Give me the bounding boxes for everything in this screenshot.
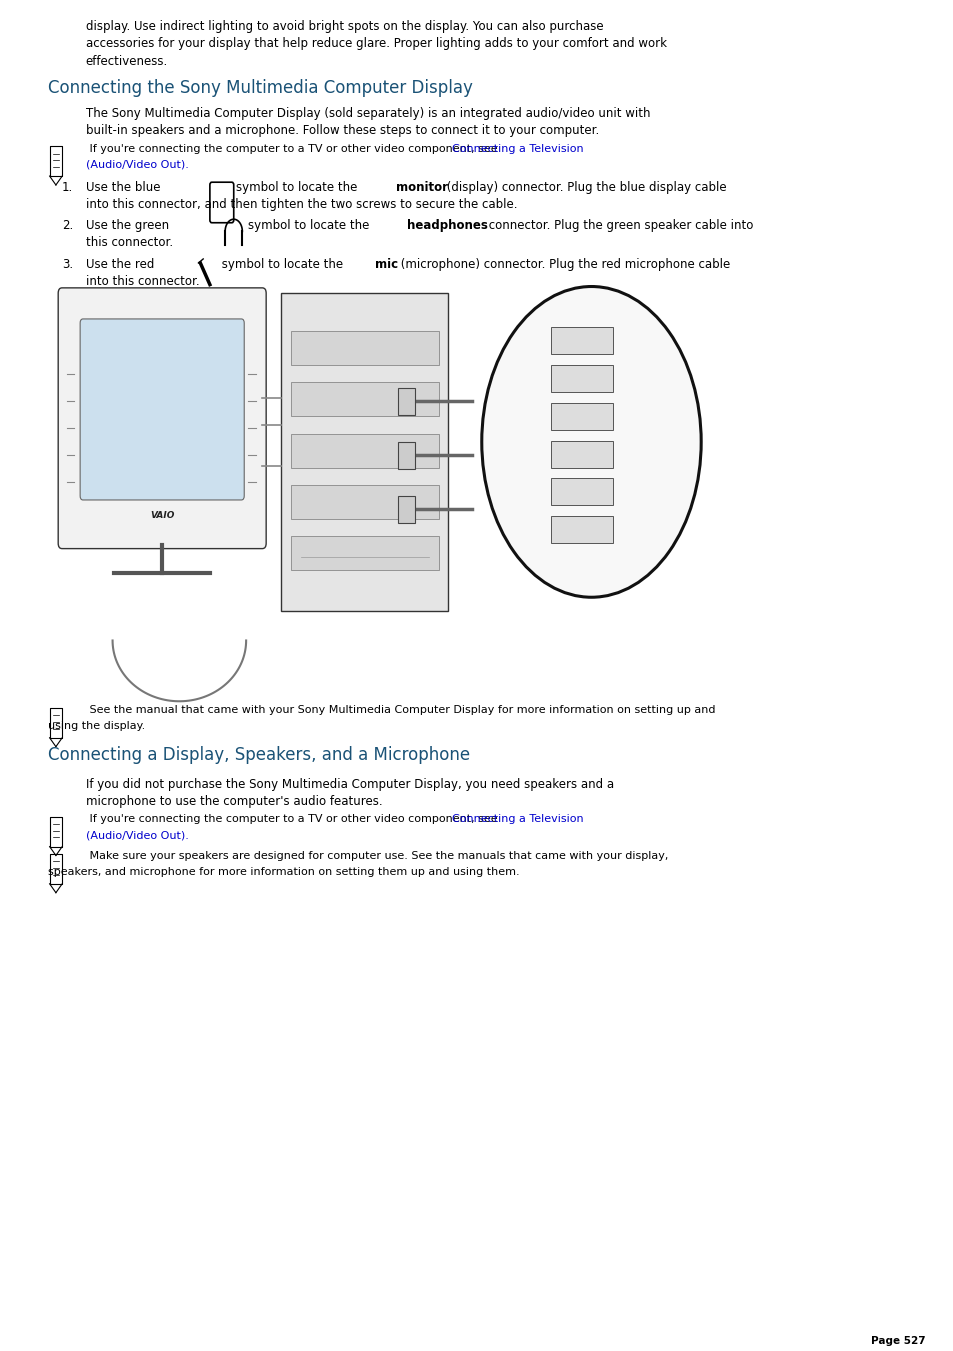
Text: Page 527: Page 527: [870, 1336, 924, 1346]
Bar: [291, 331, 438, 365]
Bar: [551, 516, 612, 543]
Text: Use the blue: Use the blue: [86, 181, 164, 193]
Text: using the display.: using the display.: [48, 721, 145, 731]
Text: Connecting a Television: Connecting a Television: [452, 815, 583, 824]
Text: If you did not purchase the Sony Multimedia Computer Display, you need speakers : If you did not purchase the Sony Multime…: [86, 778, 614, 790]
Bar: [551, 478, 612, 505]
Text: monitor: monitor: [395, 181, 448, 193]
Text: 1.: 1.: [62, 181, 73, 193]
Text: connector. Plug the green speaker cable into: connector. Plug the green speaker cable …: [484, 219, 752, 232]
Text: If you're connecting the computer to a TV or other video component, see: If you're connecting the computer to a T…: [86, 815, 500, 824]
Bar: [397, 442, 415, 469]
Text: The Sony Multimedia Computer Display (sold separately) is an integrated audio/vi: The Sony Multimedia Computer Display (so…: [86, 107, 650, 120]
Text: (display) connector. Plug the blue display cable: (display) connector. Plug the blue displ…: [442, 181, 725, 193]
Bar: [291, 485, 438, 519]
Text: Connecting a Television: Connecting a Television: [452, 143, 583, 154]
Bar: [291, 434, 438, 467]
Text: Make sure your speakers are designed for computer use. See the manuals that came: Make sure your speakers are designed for…: [86, 851, 667, 862]
Bar: [291, 382, 438, 416]
FancyBboxPatch shape: [58, 288, 266, 549]
Text: speakers, and microphone for more information on setting them up and using them.: speakers, and microphone for more inform…: [48, 867, 518, 878]
Circle shape: [481, 286, 700, 597]
Text: (Audio/Video Out).: (Audio/Video Out).: [86, 831, 189, 840]
Text: 2.: 2.: [62, 219, 73, 232]
Text: display. Use indirect lighting to avoid bright spots on the display. You can als: display. Use indirect lighting to avoid …: [86, 20, 603, 34]
Text: If you're connecting the computer to a TV or other video component, see: If you're connecting the computer to a T…: [86, 143, 500, 154]
Text: Use the green: Use the green: [86, 219, 172, 232]
Text: accessories for your display that help reduce glare. Proper lighting adds to you: accessories for your display that help r…: [86, 38, 666, 50]
Bar: [551, 440, 612, 467]
Bar: [397, 496, 415, 523]
Text: mic: mic: [375, 258, 397, 270]
Bar: [551, 327, 612, 354]
Text: into this connector.: into this connector.: [86, 274, 199, 288]
Text: symbol to locate the: symbol to locate the: [248, 219, 373, 232]
Text: (microphone) connector. Plug the red microphone cable: (microphone) connector. Plug the red mic…: [396, 258, 729, 270]
Bar: [551, 403, 612, 430]
Text: VAIO: VAIO: [150, 511, 174, 520]
Text: See the manual that came with your Sony Multimedia Computer Display for more inf: See the manual that came with your Sony …: [86, 705, 715, 715]
Text: symbol to locate the: symbol to locate the: [235, 181, 360, 193]
Bar: [291, 536, 438, 570]
Text: into this connector, and then tighten the two screws to secure the cable.: into this connector, and then tighten th…: [86, 199, 517, 211]
Text: microphone to use the computer's audio features.: microphone to use the computer's audio f…: [86, 794, 382, 808]
Bar: [397, 388, 415, 415]
FancyBboxPatch shape: [210, 182, 233, 223]
Text: 3.: 3.: [62, 258, 73, 270]
Text: this connector.: this connector.: [86, 236, 172, 250]
Text: effectiveness.: effectiveness.: [86, 54, 168, 68]
Text: built-in speakers and a microphone. Follow these steps to connect it to your com: built-in speakers and a microphone. Foll…: [86, 124, 598, 138]
Text: headphones: headphones: [407, 219, 488, 232]
Text: (Audio/Video Out).: (Audio/Video Out).: [86, 159, 189, 170]
Text: symbol to locate the: symbol to locate the: [217, 258, 346, 270]
Text: Connecting a Display, Speakers, and a Microphone: Connecting a Display, Speakers, and a Mi…: [48, 746, 469, 763]
Text: Connecting the Sony Multimedia Computer Display: Connecting the Sony Multimedia Computer …: [48, 78, 472, 97]
FancyBboxPatch shape: [80, 319, 244, 500]
Text: Use the red: Use the red: [86, 258, 158, 270]
Bar: [551, 365, 612, 392]
Bar: [281, 293, 448, 611]
